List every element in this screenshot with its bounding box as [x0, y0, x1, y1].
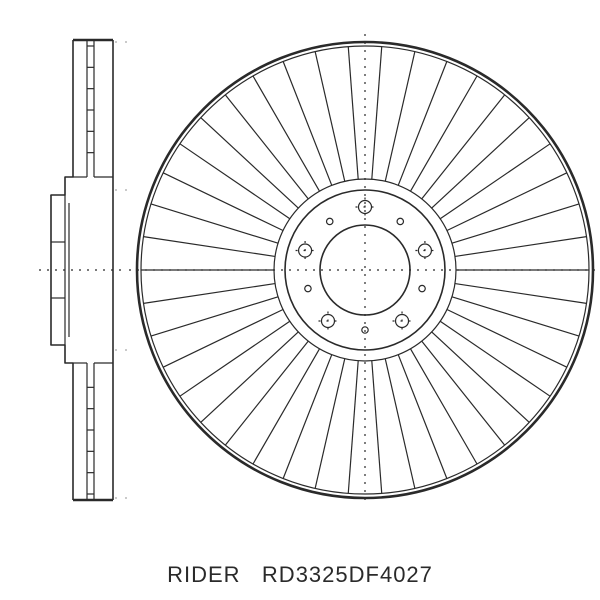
brake-disc-drawing: [0, 0, 600, 600]
projection-lines: [115, 42, 135, 498]
brand-label: RIDER: [167, 562, 240, 587]
part-number: RD3325DF4027: [262, 562, 433, 587]
diagram-canvas: RIDER RD3325DF4027: [0, 0, 600, 600]
side-view: [39, 40, 125, 500]
bolt-holes: [296, 198, 435, 331]
product-caption: RIDER RD3325DF4027: [0, 562, 600, 588]
face-view: [129, 34, 600, 506]
